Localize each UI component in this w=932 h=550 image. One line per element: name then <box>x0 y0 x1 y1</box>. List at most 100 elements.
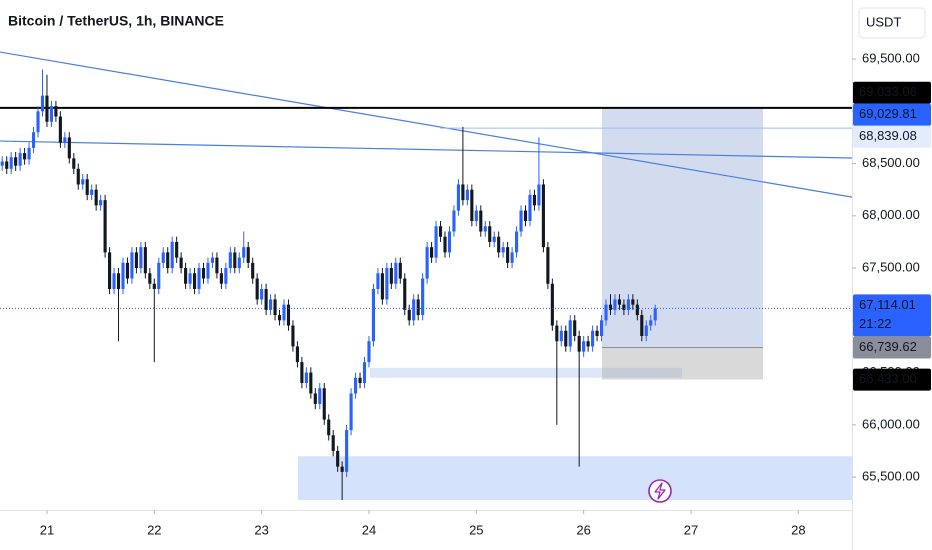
candle-body <box>483 226 487 232</box>
candle-body <box>81 179 85 185</box>
candle-body <box>269 299 273 310</box>
candle-body <box>58 116 62 143</box>
position-target <box>601 108 763 348</box>
zone <box>369 367 683 378</box>
price-tag <box>853 125 931 148</box>
candle-body <box>541 184 545 248</box>
candle-body <box>295 346 299 363</box>
candle-body <box>9 157 13 169</box>
candle-body <box>318 388 322 404</box>
candle-body <box>640 315 644 336</box>
candle-body <box>237 257 241 269</box>
candle-body <box>179 257 183 269</box>
y-tick-label: 65,500.00 <box>862 469 920 484</box>
candle-body <box>125 262 130 279</box>
price-tag-label: 66,433.00 <box>859 371 917 386</box>
candle-body <box>362 362 367 384</box>
candle-body <box>425 247 429 279</box>
position-stop <box>601 347 763 380</box>
candle-body <box>430 247 434 258</box>
candle-body <box>31 132 36 148</box>
candle-body <box>322 388 326 420</box>
candle-body <box>54 106 58 117</box>
candle-body <box>286 304 291 326</box>
candle-body <box>626 299 630 310</box>
candle-body <box>631 299 635 305</box>
candle-body <box>36 111 40 133</box>
last-price-label: 67,114.01 <box>859 297 916 312</box>
candle-body <box>67 137 71 159</box>
candle-body <box>90 189 94 195</box>
price-tag-label: 69,033.06 <box>859 84 917 99</box>
y-tick-label: 68,500.00 <box>862 155 920 170</box>
candle-body <box>210 257 215 263</box>
candle-body <box>532 194 537 206</box>
candle-body <box>215 257 219 274</box>
candle-body <box>470 189 474 222</box>
candle-body <box>14 157 18 166</box>
candle-body <box>148 273 152 284</box>
candle-body <box>519 210 523 232</box>
candle-body <box>394 262 398 284</box>
candle-body <box>45 95 49 122</box>
candle-body <box>5 161 9 169</box>
x-tick-label: 21 <box>40 522 54 537</box>
candle-body <box>282 304 286 321</box>
candle-body <box>407 309 411 321</box>
candle-body <box>452 210 456 232</box>
candle-body <box>564 330 568 347</box>
candle-body <box>586 341 590 347</box>
alert-icon[interactable] <box>648 479 672 503</box>
x-tick-label: 25 <box>469 522 483 537</box>
trendline <box>0 140 853 159</box>
candle-body <box>264 288 268 310</box>
candle-body <box>474 210 478 222</box>
candle-body <box>76 168 80 185</box>
candle-body <box>336 450 340 467</box>
last-price-tag <box>853 294 931 337</box>
x-tick-label: 24 <box>362 522 376 537</box>
currency-label[interactable]: USDT <box>866 14 901 29</box>
candle-body <box>0 161 4 166</box>
plot-area <box>0 51 853 501</box>
candle-body <box>358 377 362 384</box>
candle-body <box>456 184 460 211</box>
candle-body <box>403 278 407 310</box>
candle-body <box>99 200 103 206</box>
candle-body <box>550 283 554 326</box>
candle-body <box>291 325 295 347</box>
candle-body <box>559 330 563 342</box>
candle-body <box>398 262 402 279</box>
zone <box>297 456 852 501</box>
candle-body <box>184 268 188 284</box>
candle-body <box>501 247 505 253</box>
candle-body <box>161 252 165 263</box>
candle-body <box>389 268 393 284</box>
candle-body <box>573 320 577 336</box>
y-tick-label: 67,500.00 <box>862 260 920 275</box>
candle-body <box>300 362 304 384</box>
candle-body <box>260 288 264 300</box>
candle-body <box>537 184 541 206</box>
candle-body <box>465 189 469 201</box>
candle-body <box>523 210 528 222</box>
currency-button[interactable] <box>858 7 926 39</box>
candle-body <box>251 262 255 279</box>
candle-body <box>175 241 179 258</box>
x-tick-label: 23 <box>254 522 268 537</box>
candle-body <box>447 231 452 253</box>
candle-body <box>340 466 344 472</box>
candle-body <box>331 435 335 451</box>
candle-body <box>385 268 389 300</box>
candle-body <box>108 252 112 289</box>
candle-body <box>653 308 657 321</box>
chart-title: Bitcoin / TetherUS, 1h, BINANCE <box>8 13 224 29</box>
candle-body <box>116 273 121 289</box>
candle-body <box>49 106 53 122</box>
candle-body <box>488 226 492 242</box>
candle-body <box>555 325 559 342</box>
candle-body <box>327 419 331 436</box>
candle-body <box>72 158 76 169</box>
